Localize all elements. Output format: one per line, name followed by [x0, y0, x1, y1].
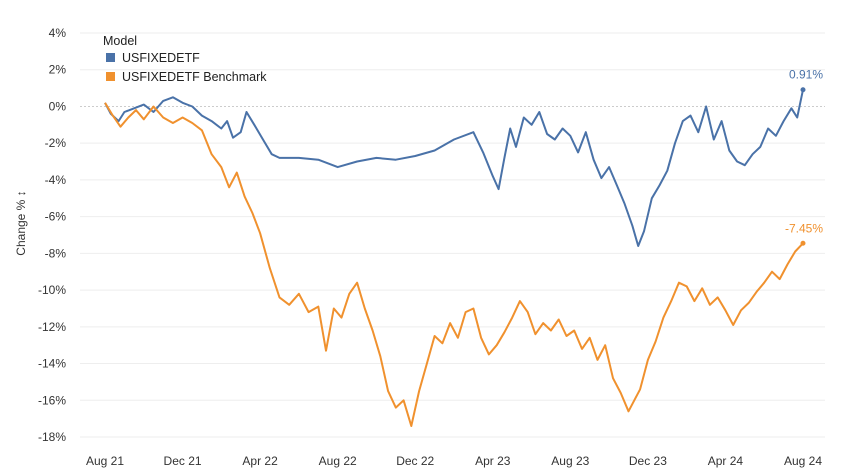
legend-item-usfixedetf[interactable]: USFIXEDETF: [106, 51, 200, 65]
series-lines: [104, 87, 806, 427]
end-value-label-0: 0.91%: [789, 68, 823, 82]
y-tick-label: 4%: [49, 26, 67, 40]
y-tick-label: -4%: [45, 173, 67, 187]
x-tick-label: Dec 22: [396, 454, 434, 468]
y-axis: 4% 2% 0% -2% -4% -6% -8% -10% -12% -14% -16% -18%: [38, 26, 66, 444]
x-tick-label: Aug 21: [86, 454, 124, 468]
y-tick-label: -10%: [38, 283, 66, 297]
x-axis: Aug 21 Dec 21 Apr 22 Aug 22 Dec 22 Apr 23 Aug …: [86, 454, 822, 468]
series-end-point-0[interactable]: [800, 87, 806, 93]
y-tick-label: -14%: [38, 357, 66, 371]
series-end-point-1[interactable]: [800, 240, 806, 246]
x-tick-label: Aug 22: [319, 454, 357, 468]
y-tick-label: 0%: [49, 99, 67, 113]
y-tick-label: 2%: [49, 63, 67, 77]
legend: Model USFIXEDETF USFIXEDETF Benchmark: [103, 34, 267, 84]
y-tick-label: -6%: [45, 210, 67, 224]
y-tick-label: -12%: [38, 320, 66, 334]
x-tick-label: Aug 24: [784, 454, 822, 468]
x-tick-label: Dec 23: [629, 454, 667, 468]
y-tick-label: -8%: [45, 246, 67, 260]
legend-title: Model: [103, 34, 137, 48]
series-line-1[interactable]: [104, 102, 804, 427]
legend-item-benchmark[interactable]: USFIXEDETF Benchmark: [106, 70, 267, 84]
x-tick-label: Apr 24: [708, 454, 744, 468]
y-tick-label: -16%: [38, 393, 66, 407]
series-line-0[interactable]: [104, 89, 804, 247]
grid-lines: [80, 32, 825, 438]
x-tick-label: Dec 21: [164, 454, 202, 468]
y-tick-label: -18%: [38, 430, 66, 444]
y-tick-label: -2%: [45, 136, 67, 150]
end-labels: 0.91% -7.45%: [785, 68, 823, 236]
legend-swatch-benchmark: [106, 72, 115, 81]
x-tick-label: Apr 22: [242, 454, 278, 468]
end-value-label-1: -7.45%: [785, 221, 823, 235]
x-tick-label: Aug 23: [551, 454, 589, 468]
legend-swatch-usfixedetf: [106, 53, 115, 62]
legend-label-benchmark: USFIXEDETF Benchmark: [122, 70, 267, 84]
y-axis-title[interactable]: Change % ↕: [14, 190, 28, 255]
x-tick-label: Apr 23: [475, 454, 511, 468]
legend-label-usfixedetf: USFIXEDETF: [122, 51, 200, 65]
